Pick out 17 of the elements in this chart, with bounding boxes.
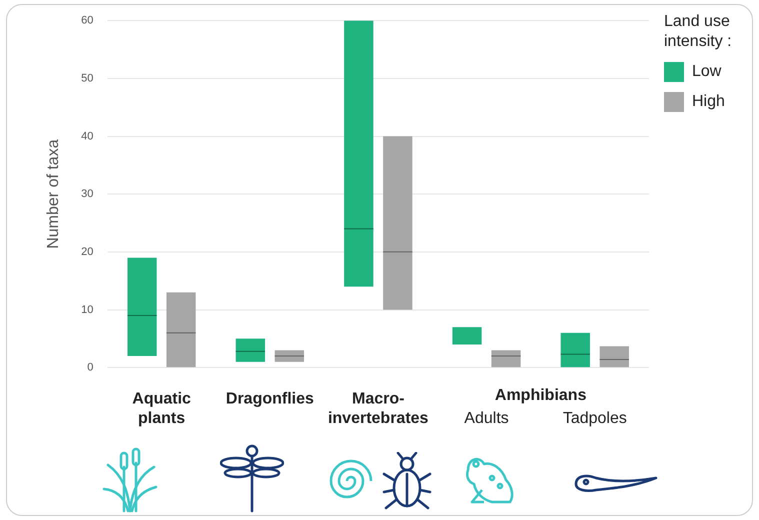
- legend-label: High: [692, 92, 725, 112]
- x-tick-label: Aquatic plants: [132, 390, 192, 427]
- y-tick-label: 10: [81, 304, 94, 316]
- legend-title: Land use intensity :: [664, 12, 733, 52]
- legend-label: Low: [692, 62, 722, 82]
- x-tick-label: Adults: [464, 410, 509, 427]
- x-tick-label: Macro-invertebrates: [328, 390, 429, 427]
- y-tick-label: 0: [87, 362, 94, 374]
- y-tick-label: 60: [81, 14, 94, 27]
- text: Amphibians: [494, 387, 587, 404]
- y-tick-label: 30: [81, 188, 94, 200]
- y-tick-label: 50: [81, 72, 94, 84]
- x-tick-label: Dragonflies: [226, 390, 314, 408]
- x-tick-label: Tadpoles: [562, 410, 627, 427]
- y-tick-label: 20: [81, 246, 94, 258]
- y-tick-label: 40: [81, 130, 94, 142]
- y-axis-title: Number of taxa: [45, 139, 62, 249]
